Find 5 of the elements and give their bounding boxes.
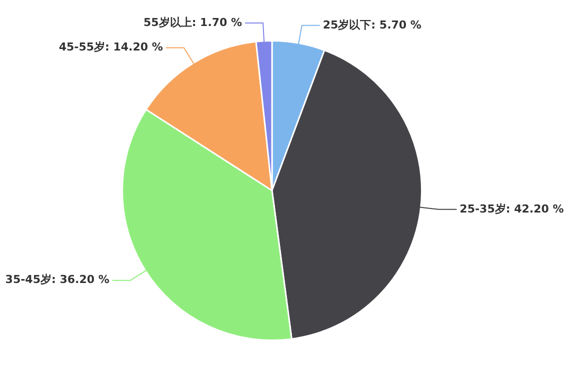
slice-label: 25-35岁: 42.20 % bbox=[460, 202, 564, 216]
slice-label: 25岁以下: 5.70 % bbox=[322, 18, 422, 32]
slice-label: 35-45岁: 36.20 % bbox=[5, 273, 110, 286]
slice-label: 45-55岁: 14.20 % bbox=[58, 40, 163, 54]
slice-label: 55岁以上: 1.70 % bbox=[144, 16, 242, 29]
